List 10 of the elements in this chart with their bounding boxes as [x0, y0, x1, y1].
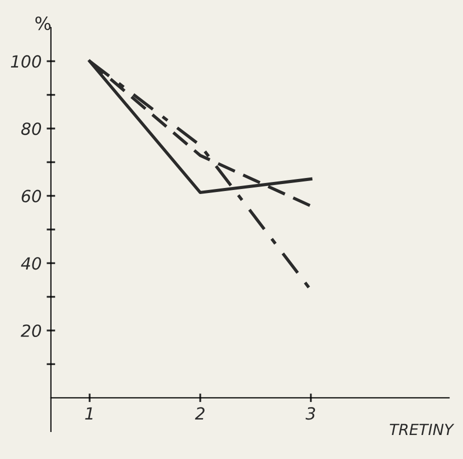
x-tick-label: 2 [195, 407, 205, 420]
y-tick-label: 80 [21, 122, 42, 136]
y-axis-title: % [35, 16, 51, 30]
x-tick-label: 1 [85, 407, 92, 420]
y-tick-label: 100 [10, 55, 42, 68]
x-axis-title: TRETINY [390, 424, 454, 435]
x-tick-label: 3 [306, 407, 316, 420]
y-tick-label: 40 [20, 257, 42, 270]
y-tick-label: 20 [20, 324, 42, 338]
y-tick-label: 60 [22, 190, 42, 202]
